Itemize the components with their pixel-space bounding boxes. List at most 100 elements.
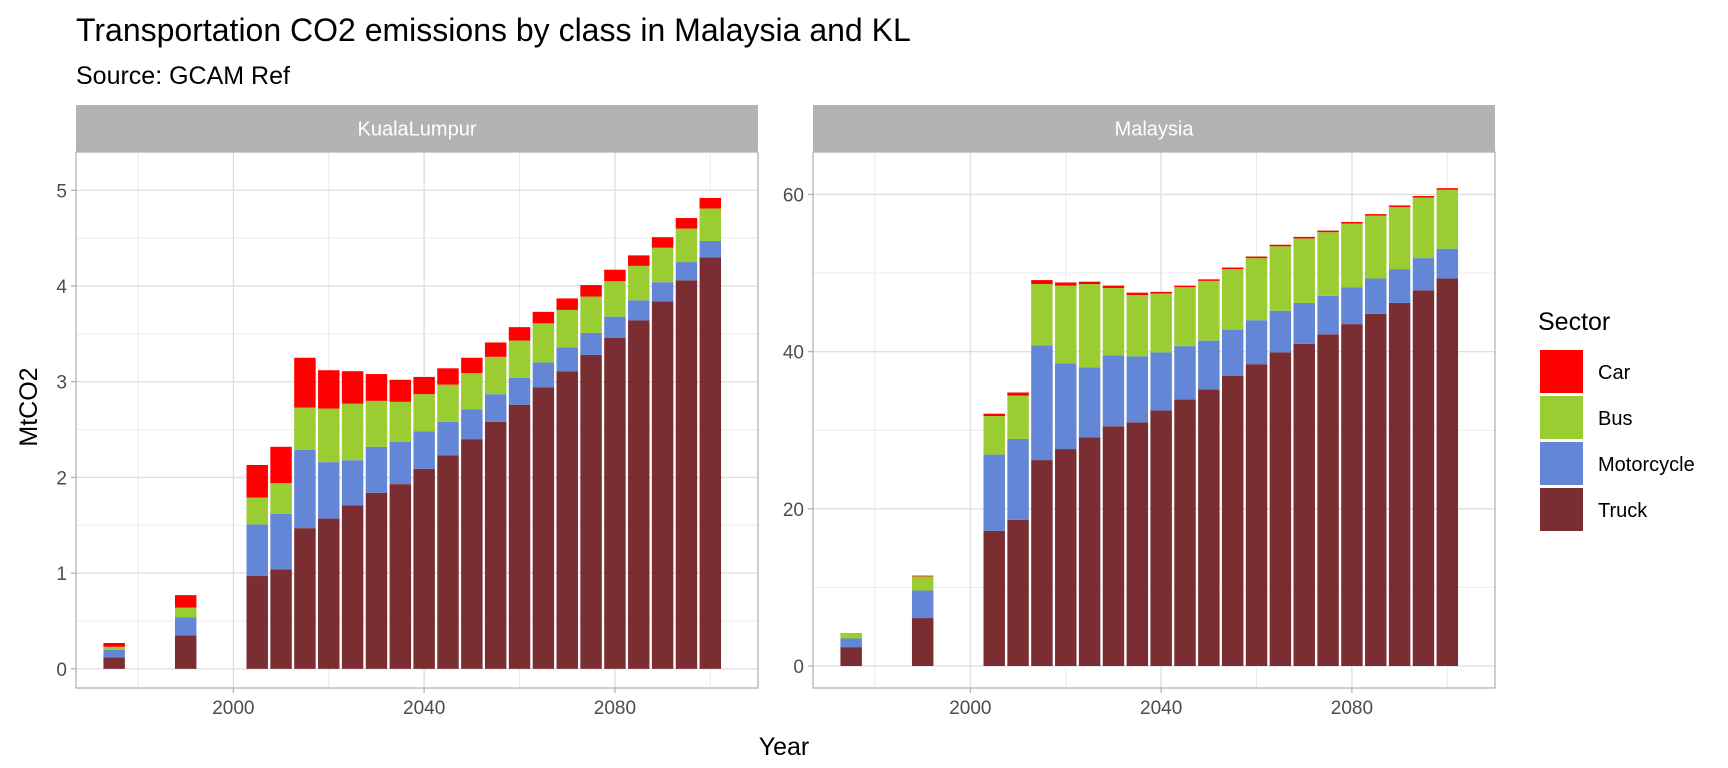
bar-car-2100 [1436, 188, 1459, 190]
bar-car-2100 [699, 197, 722, 209]
bar-truck-2070 [1293, 343, 1315, 666]
legend-label-bus: Bus [1598, 408, 1632, 430]
bar-motorcycle-2055 [484, 394, 507, 422]
bar-motorcycle-2080 [604, 316, 626, 338]
bar-car-2010 [270, 446, 292, 484]
bar-truck-2055 [1221, 375, 1244, 666]
bar-car-2080 [604, 269, 626, 282]
bar-bus-2065 [532, 323, 555, 363]
chart-title: Transportation CO2 emissions by class in… [76, 12, 911, 48]
bar-truck-2030 [365, 492, 388, 669]
bar-motorcycle-2070 [1293, 302, 1315, 344]
bar-truck-2015 [294, 528, 316, 669]
bar-car-2075 [580, 285, 602, 297]
bar-motorcycle-2040 [1150, 352, 1172, 411]
bar-truck-2015 [1031, 460, 1053, 666]
bar-truck-2075 [580, 354, 602, 669]
strip-background [813, 105, 1495, 152]
bar-truck-1990 [911, 618, 934, 666]
bar-car-2045 [437, 368, 459, 385]
bar-truck-2080 [1341, 324, 1363, 666]
bar-car-2015 [1031, 280, 1053, 285]
bar-bus-2045 [1174, 287, 1196, 347]
bar-truck-2025 [341, 505, 364, 669]
bar-truck-2030 [1102, 426, 1125, 666]
bar-car-2075 [1317, 230, 1339, 233]
bar-bus-2065 [1269, 246, 1292, 311]
bar-truck-2075 [1317, 334, 1339, 666]
bar-bus-2045 [437, 384, 459, 422]
bar-car-1975 [103, 643, 125, 647]
bar-car-2095 [675, 218, 698, 229]
bar-bus-2070 [556, 309, 578, 348]
bar-truck-2080 [604, 337, 626, 669]
y-tick-label: 60 [783, 185, 804, 206]
bar-motorcycle-2035 [389, 442, 412, 485]
bar-car-2090 [1388, 205, 1411, 208]
bar-car-2085 [628, 255, 650, 266]
bar-motorcycle-2010 [270, 513, 292, 570]
bar-truck-2085 [628, 320, 650, 669]
bar-motorcycle-2020 [318, 462, 340, 519]
bar-truck-1990 [174, 635, 197, 669]
legend-label-motorcycle: Motorcycle [1598, 454, 1695, 476]
bar-car-2020 [1055, 282, 1077, 286]
bar-bus-2010 [270, 483, 292, 514]
bar-bus-2040 [1150, 293, 1172, 353]
bar-truck-1975 [840, 647, 862, 666]
bar-motorcycle-2005 [246, 524, 268, 577]
bar-bus-2070 [1293, 238, 1315, 303]
bar-car-2025 [1078, 281, 1101, 285]
bar-bus-1975 [103, 646, 125, 650]
bar-motorcycle-2030 [1102, 355, 1125, 427]
bar-motorcycle-2040 [413, 431, 435, 469]
bar-truck-2005 [246, 576, 268, 669]
x-tick-label: 2040 [1140, 698, 1182, 719]
strip-background [76, 105, 758, 152]
bar-motorcycle-2100 [699, 241, 722, 258]
bar-bus-2090 [1388, 207, 1411, 270]
y-tick-label: 5 [56, 181, 67, 202]
legend-title: Sector [1538, 308, 1610, 336]
bar-car-2060 [1245, 256, 1268, 259]
y-tick-label: 40 [783, 343, 804, 364]
bar-car-2065 [1269, 244, 1292, 247]
bar-bus-2055 [484, 356, 507, 395]
bar-car-2050 [1198, 279, 1220, 281]
bar-truck-2050 [461, 439, 483, 669]
bar-car-2040 [1150, 291, 1172, 294]
bar-car-2095 [1412, 196, 1435, 198]
y-tick-label: 1 [56, 564, 67, 585]
bar-truck-2010 [270, 569, 292, 669]
bar-car-2070 [1293, 236, 1315, 239]
bar-bus-2095 [1412, 197, 1435, 259]
chart-subtitle: Source: GCAM Ref [76, 62, 290, 90]
bar-truck-2020 [318, 518, 340, 669]
bar-bus-2040 [413, 394, 435, 432]
bar-car-2045 [1174, 285, 1196, 288]
bar-motorcycle-2060 [1245, 320, 1268, 365]
bar-bus-1990 [911, 576, 934, 591]
bar-motorcycle-2045 [1174, 346, 1196, 400]
bar-car-2030 [1102, 285, 1125, 288]
legend-label-car: Car [1598, 362, 1631, 384]
bar-car-2035 [389, 379, 412, 402]
bar-truck-2065 [1269, 352, 1292, 666]
bar-bus-2020 [1055, 285, 1077, 364]
bar-truck-2060 [1245, 364, 1268, 666]
bar-motorcycle-2025 [341, 460, 364, 506]
bar-car-1990 [174, 595, 197, 608]
bar-motorcycle-2075 [580, 332, 602, 355]
bar-motorcycle-2065 [532, 362, 555, 388]
bar-truck-2060 [508, 404, 531, 669]
x-tick-label: 2000 [212, 698, 254, 719]
y-tick-label: 0 [793, 657, 804, 678]
bar-truck-2055 [484, 421, 507, 669]
bar-car-2035 [1126, 292, 1149, 296]
bar-truck-2095 [675, 280, 698, 669]
bar-motorcycle-1990 [911, 590, 934, 619]
bar-bus-2020 [318, 408, 340, 463]
bar-motorcycle-1975 [103, 649, 125, 658]
bar-motorcycle-2025 [1078, 367, 1101, 438]
bar-motorcycle-2070 [556, 347, 578, 372]
